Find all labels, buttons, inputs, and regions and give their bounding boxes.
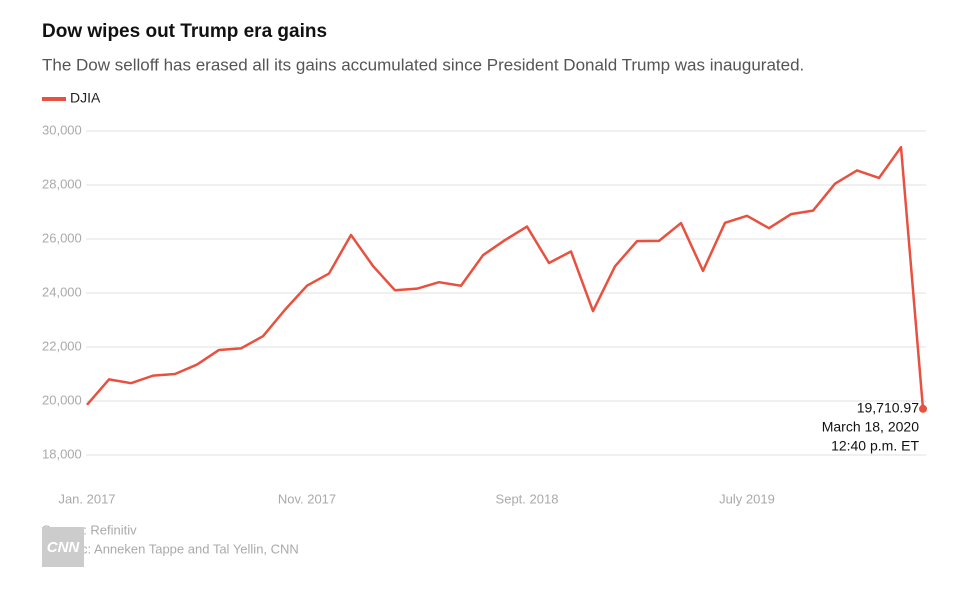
x-tick-label: Jan. 2017 [58, 491, 115, 506]
y-tick-label: 26,000 [42, 230, 82, 245]
y-tick-label: 30,000 [42, 122, 82, 137]
credit: Graphic: Anneken Tappe and Tal Yellin, C… [42, 541, 299, 556]
y-tick-label: 22,000 [42, 338, 82, 353]
y-tick-label: 24,000 [42, 284, 82, 299]
y-tick-label: 20,000 [42, 392, 82, 407]
logo: CNN [47, 539, 81, 556]
legend-label: DJIA [70, 90, 101, 106]
value-label: 19,710.97 [857, 400, 919, 416]
annotation: 12:40 p.m. ET [831, 438, 919, 454]
line [86, 145, 925, 409]
x-tick-label: Nov. 2017 [278, 491, 336, 506]
chart-title: Dow wipes out Trump era gains [42, 21, 327, 42]
y-tick-label: 18,000 [42, 446, 82, 461]
y-tick-label: 28,000 [42, 176, 82, 191]
annotation: March 18, 2020 [822, 419, 919, 435]
x-tick-label: July 2019 [719, 491, 775, 506]
logo-box [42, 527, 84, 567]
chart-subtitle: The Dow selloff has erased all its gains… [42, 55, 804, 74]
x-tick-label: Sept. 2018 [496, 491, 559, 506]
end-point [919, 404, 927, 413]
